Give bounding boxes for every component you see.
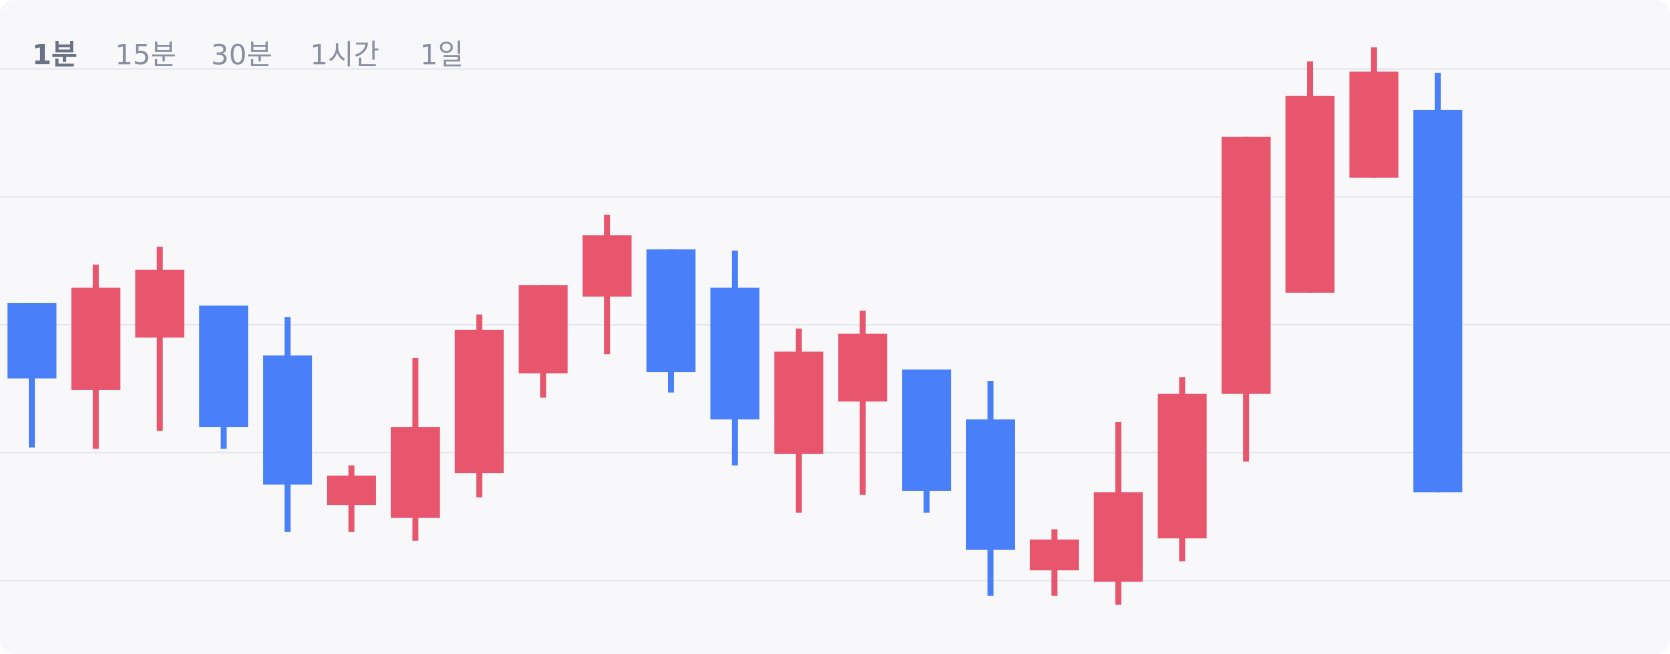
candle-body bbox=[390, 427, 440, 518]
candle-body bbox=[1413, 109, 1463, 493]
candle-body bbox=[7, 303, 57, 379]
timeframe-tab[interactable]: 30분 bbox=[211, 38, 272, 71]
candle-body bbox=[902, 369, 952, 491]
candle-body bbox=[582, 235, 632, 297]
candle-body bbox=[199, 305, 249, 428]
candle-body bbox=[838, 333, 888, 402]
timeframe-tab[interactable]: 1일 bbox=[420, 38, 464, 71]
candle-body bbox=[646, 249, 696, 373]
candle-body bbox=[1093, 492, 1143, 582]
candle-body bbox=[326, 475, 376, 506]
timeframe-tab[interactable]: 15분 bbox=[115, 38, 176, 71]
candle-body bbox=[518, 285, 568, 374]
candle-body bbox=[1029, 539, 1079, 571]
candle-body bbox=[966, 419, 1015, 550]
candle-wick bbox=[859, 310, 866, 495]
candle-wick bbox=[156, 246, 163, 431]
candle-body bbox=[710, 287, 760, 420]
candle-body bbox=[774, 351, 824, 454]
candle-body bbox=[1349, 71, 1399, 178]
candle-body bbox=[1285, 95, 1335, 293]
timeframe-tab[interactable]: 1분 bbox=[32, 38, 77, 71]
candle-body bbox=[1157, 393, 1207, 539]
candle-body bbox=[71, 287, 121, 390]
candle-body bbox=[263, 355, 313, 485]
timeframe-tab[interactable]: 1시간 bbox=[310, 38, 379, 71]
candle-body bbox=[1221, 136, 1271, 394]
candle-body bbox=[454, 329, 504, 474]
candle-body bbox=[135, 269, 185, 338]
